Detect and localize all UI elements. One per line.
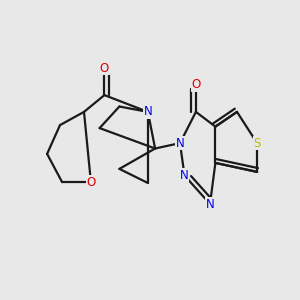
Text: S: S (254, 136, 261, 150)
Text: O: O (86, 176, 95, 189)
Text: N: N (180, 169, 189, 182)
Text: N: N (143, 105, 152, 119)
Text: N: N (176, 136, 184, 150)
Text: O: O (191, 78, 200, 91)
Text: N: N (206, 197, 214, 211)
Text: O: O (100, 61, 109, 75)
